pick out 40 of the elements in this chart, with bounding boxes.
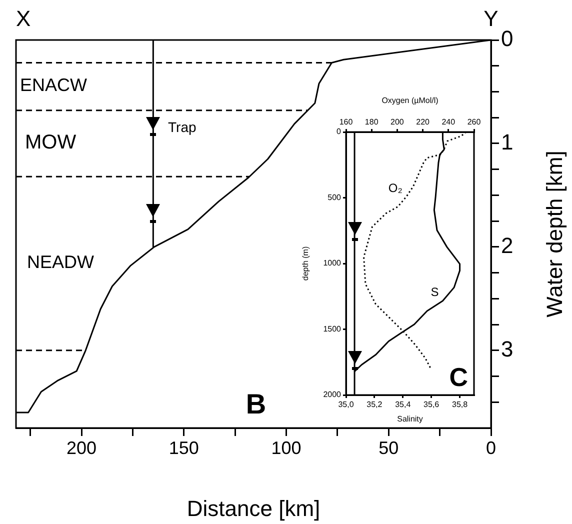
x-tick-label: 150 [168,438,199,458]
x2-tick-label: 180 [364,117,379,126]
x2-tick-label: 200 [390,117,404,126]
annotation: C [449,362,468,392]
y-tick-label: 1500 [323,324,342,334]
annotation: B [246,388,266,420]
y-tick-label: 2 [501,232,514,258]
y-tick-label: 0 [336,127,342,136]
y-tick-label: 3 [501,336,514,362]
x2-axis-title: Oxygen (µMol/l) [382,96,439,106]
y-tick-label: 1 [501,130,514,155]
x-tick-label: 100 [271,438,302,458]
y-tick-label: 2000 [323,390,342,400]
x2-tick-label: 160 [339,117,354,126]
x-tick-label: 35,6 [424,400,440,410]
series-label: S [430,285,439,300]
x2-tick-label: 220 [416,117,430,126]
annotation: ENACW [20,74,88,95]
x-tick-label: 35,0 [338,400,354,410]
text: Y [484,6,499,32]
text: X [16,6,31,32]
x-tick-label: 200 [66,438,97,458]
x-axis-title: Distance [km] [186,496,320,521]
x-tick-label: 35,8 [452,400,468,410]
annotation: NEADW [27,252,94,272]
series-label: O₂ [388,180,403,195]
y-tick-label: 1000 [323,258,342,268]
annotation: Trap [168,118,196,135]
y-axis-title: Water depth [km] [542,150,568,318]
annotation: MOW [25,132,76,154]
x2-tick-label: 260 [467,117,482,126]
y-axis-title: depth (m) [301,246,310,281]
x-tick-label: 35,4 [395,400,412,410]
x-axis-title: Salinity [397,414,423,424]
x-tick-label: 0 [486,438,496,458]
y-tick-label: 0 [501,26,514,52]
y-tick-label: 500 [328,192,342,202]
x2-tick-label: 240 [442,117,456,126]
x-tick-label: 35,2 [366,400,383,410]
x-tick-label: 50 [378,438,399,458]
